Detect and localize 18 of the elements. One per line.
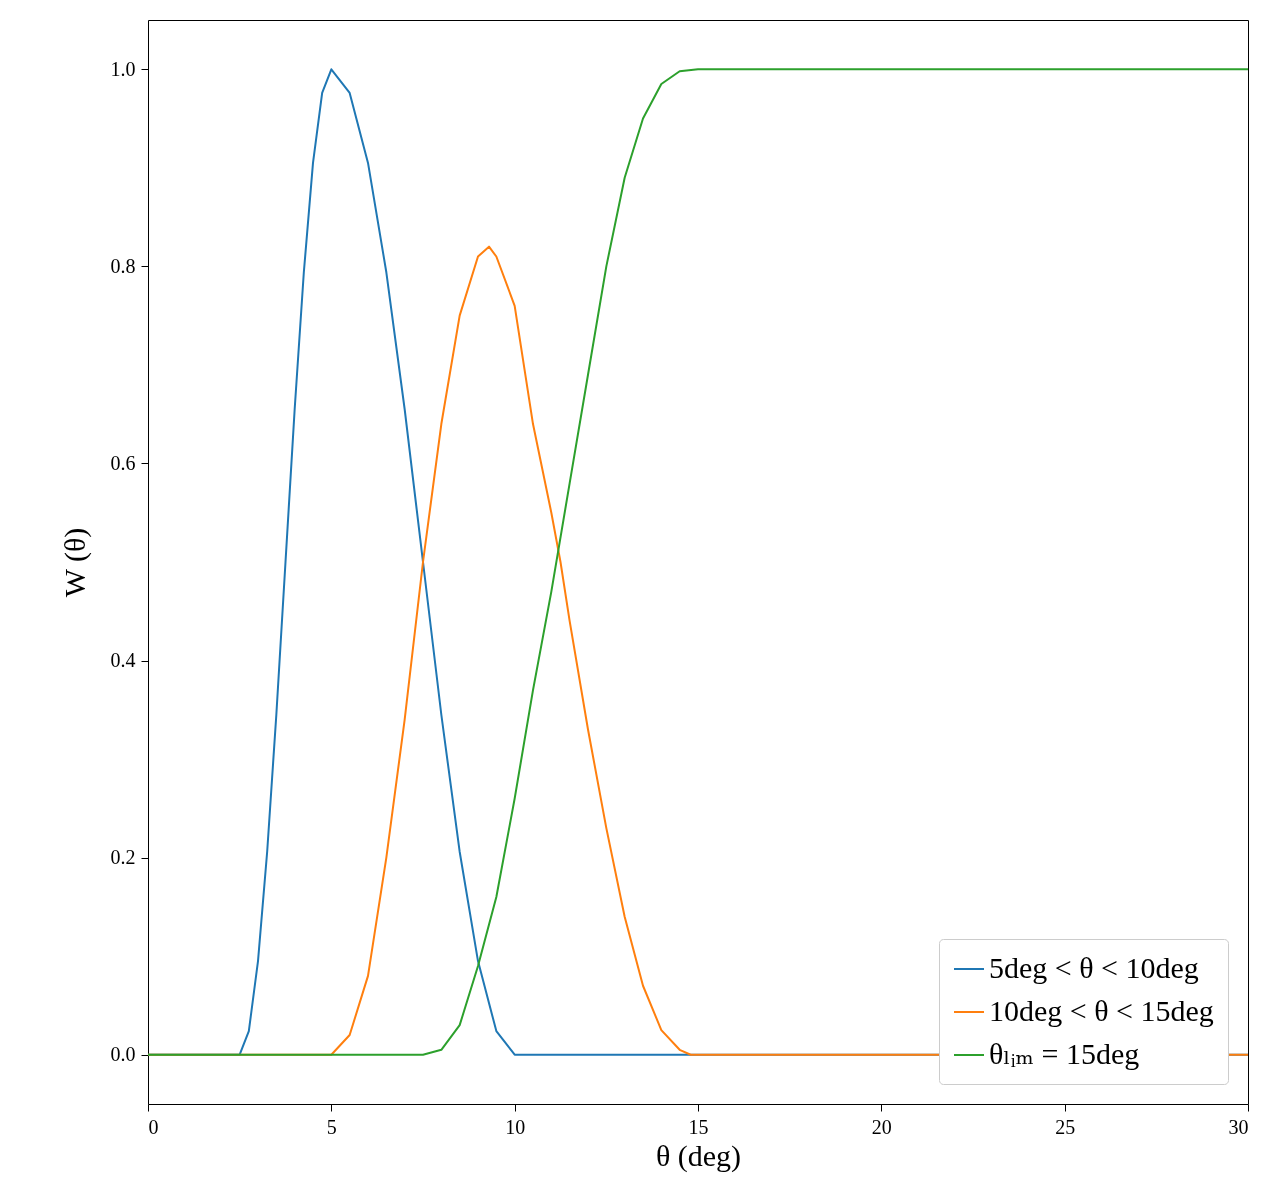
legend-label: θₗᵢₘ = 15deg — [989, 1037, 1140, 1070]
y-tick-label: 0.6 — [110, 451, 136, 474]
x-tick-label: 0 — [148, 1115, 159, 1138]
y-tick-label: 1.0 — [110, 57, 136, 80]
x-tick-label: 30 — [1228, 1115, 1249, 1138]
y-tick-label: 0.0 — [110, 1043, 136, 1066]
y-tick-label: 0.2 — [110, 846, 136, 869]
x-tick-label: 10 — [505, 1115, 526, 1138]
x-tick-label: 20 — [871, 1115, 892, 1138]
x-axis-title: θ (deg) — [655, 1138, 742, 1173]
legend-label: 10deg < θ < 15deg — [989, 994, 1214, 1027]
x-tick-label: 15 — [688, 1115, 709, 1138]
legend-label: 5deg < θ < 10deg — [989, 951, 1199, 984]
y-tick-label: 0.8 — [110, 254, 136, 277]
y-tick-label: 0.4 — [110, 649, 136, 672]
x-tick-label: 25 — [1055, 1115, 1076, 1138]
x-tick-label: 5 — [326, 1115, 337, 1138]
y-axis-title: W (θ) — [57, 527, 92, 598]
